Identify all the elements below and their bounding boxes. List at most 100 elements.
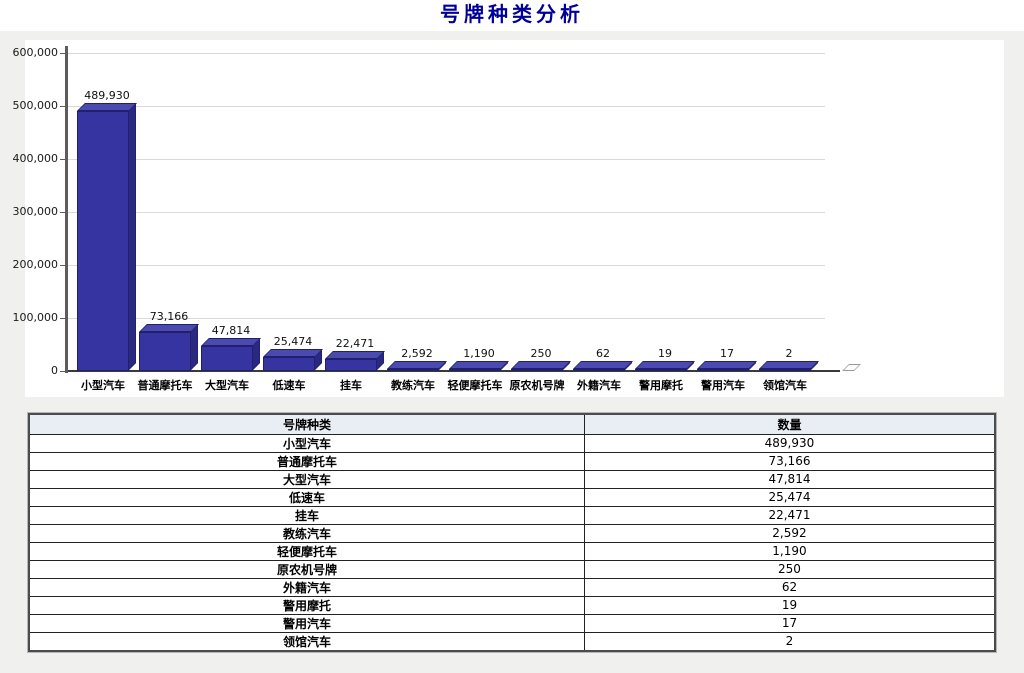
- bar-side-face: [128, 103, 136, 371]
- bar-value-label: 22,471: [335, 337, 375, 350]
- bar-value-label: 47,814: [211, 324, 251, 337]
- y-tick-label: 600,000: [12, 46, 59, 59]
- table-row: 领馆汽车 2: [28, 631, 996, 651]
- bar-value-label: 489,930: [84, 89, 130, 102]
- count-cell: 25,474: [583, 487, 996, 507]
- count-cell: 2: [583, 631, 996, 651]
- y-tick: [60, 53, 65, 54]
- bar: [263, 357, 315, 371]
- bar: [573, 369, 625, 371]
- table-row: 轻便摩托车 1,190: [28, 541, 996, 561]
- y-tick: [60, 371, 65, 372]
- table-row: 挂车 22,471: [28, 505, 996, 525]
- bar: [139, 332, 191, 371]
- y-tick: [60, 212, 65, 213]
- y-tick: [60, 159, 65, 160]
- bar-value-label: 25,474: [273, 335, 313, 348]
- count-cell: 47,814: [583, 469, 996, 489]
- bar: [449, 369, 501, 371]
- category-cell: 普通摩托车: [28, 451, 585, 471]
- x-tick-label: 小型汽车: [81, 380, 125, 392]
- bar: [387, 369, 439, 371]
- bar-top-face: [635, 361, 695, 369]
- x-tick-label: 轻便摩托车: [447, 380, 503, 392]
- bar: [635, 369, 687, 371]
- page-title: 号牌种类分析: [440, 4, 584, 26]
- bar-value-label: 19: [658, 347, 672, 360]
- table-row: 警用摩托 19: [28, 595, 996, 615]
- category-cell: 警用摩托: [28, 595, 585, 615]
- y-tick: [60, 106, 65, 107]
- gridline: [68, 159, 825, 160]
- table-header-row: 号牌种类 数量: [28, 413, 996, 435]
- bar-top-face: [77, 103, 137, 111]
- table-header-type: 号牌种类: [28, 413, 585, 435]
- y-tick-label: 200,000: [12, 258, 59, 271]
- table-row: 原农机号牌 250: [28, 559, 996, 579]
- category-cell: 原农机号牌: [28, 559, 585, 579]
- x-tick-label: 挂车: [340, 380, 362, 392]
- table-row: 教练汽车 2,592: [28, 523, 996, 543]
- count-cell: 62: [583, 577, 996, 597]
- bar-value-label: 1,190: [463, 347, 495, 360]
- x-tick-label: 低速车: [272, 380, 306, 392]
- category-cell: 外籍汽车: [28, 577, 585, 597]
- chart-panel: 0 100,000 200,000 300,000 400,000 500,000 600,…: [13, 40, 1004, 397]
- count-cell: 22,471: [583, 505, 996, 525]
- table-row: 外籍汽车 62: [28, 577, 996, 597]
- x-tick-label: 大型汽车: [205, 380, 249, 392]
- y-tick: [60, 265, 65, 266]
- bar: [77, 111, 129, 371]
- x-tick-label: 普通摩托车: [137, 380, 193, 392]
- x-tick-label: 警用摩托: [639, 380, 683, 392]
- y-tick: [60, 318, 65, 319]
- x-axis-baseline: [68, 370, 840, 372]
- table-header-count: 数量: [583, 413, 996, 435]
- bar-value-label: 62: [596, 347, 610, 360]
- y-tick-label: 300,000: [12, 205, 59, 218]
- y-tick-label: 0: [51, 364, 58, 377]
- bar-value-label: 73,166: [149, 310, 189, 323]
- table-row: 普通摩托车 73,166: [28, 451, 996, 471]
- y-tick-label: 400,000: [12, 152, 59, 165]
- category-cell: 教练汽车: [28, 523, 585, 543]
- gridline: [68, 265, 825, 266]
- bar-top-face: [697, 361, 757, 369]
- bar-top-face: [449, 361, 509, 369]
- bar-top-face: [759, 361, 819, 369]
- table-row: 大型汽车 47,814: [28, 469, 996, 489]
- gridline: [68, 318, 825, 319]
- x-tick-label: 领馆汽车: [763, 380, 807, 392]
- bar-top-face: [573, 361, 633, 369]
- count-cell: 19: [583, 595, 996, 615]
- summary-table: 号牌种类 数量 小型汽车 489,930 普通摩托车 73,166 大型汽车 47,814…: [27, 412, 997, 653]
- bar-top-face: [263, 349, 323, 357]
- bar-top-face: [511, 361, 571, 369]
- category-cell: 挂车: [28, 505, 585, 525]
- count-cell: 250: [583, 559, 996, 579]
- count-cell: 1,190: [583, 541, 996, 561]
- x-tick-label: 教练汽车: [391, 380, 435, 392]
- bar: [697, 369, 749, 371]
- bar-value-label: 2,592: [401, 347, 433, 360]
- category-cell: 领馆汽车: [28, 631, 585, 651]
- count-cell: 489,930: [583, 433, 996, 453]
- y-tick-label: 500,000: [12, 99, 59, 112]
- summary-table-wrap: 号牌种类 数量 小型汽车 489,930 普通摩托车 73,166 大型汽车 47,814…: [27, 412, 997, 653]
- category-cell: 大型汽车: [28, 469, 585, 489]
- bar: [325, 359, 377, 371]
- x-axis-3d-end: [842, 364, 861, 371]
- gridline: [68, 106, 825, 107]
- bar: [201, 346, 253, 371]
- title-bar: 号牌种类分析: [0, 0, 1024, 31]
- category-cell: 轻便摩托车: [28, 541, 585, 561]
- bar-value-label: 250: [530, 347, 552, 360]
- y-axis-line: [65, 46, 68, 373]
- x-tick-label: 原农机号牌: [509, 380, 565, 392]
- bar: [511, 369, 563, 371]
- y-tick-label: 100,000: [12, 311, 59, 324]
- bar-top-face: [387, 361, 447, 369]
- count-cell: 2,592: [583, 523, 996, 543]
- gridline: [68, 212, 825, 213]
- table-row: 小型汽车 489,930: [28, 433, 996, 453]
